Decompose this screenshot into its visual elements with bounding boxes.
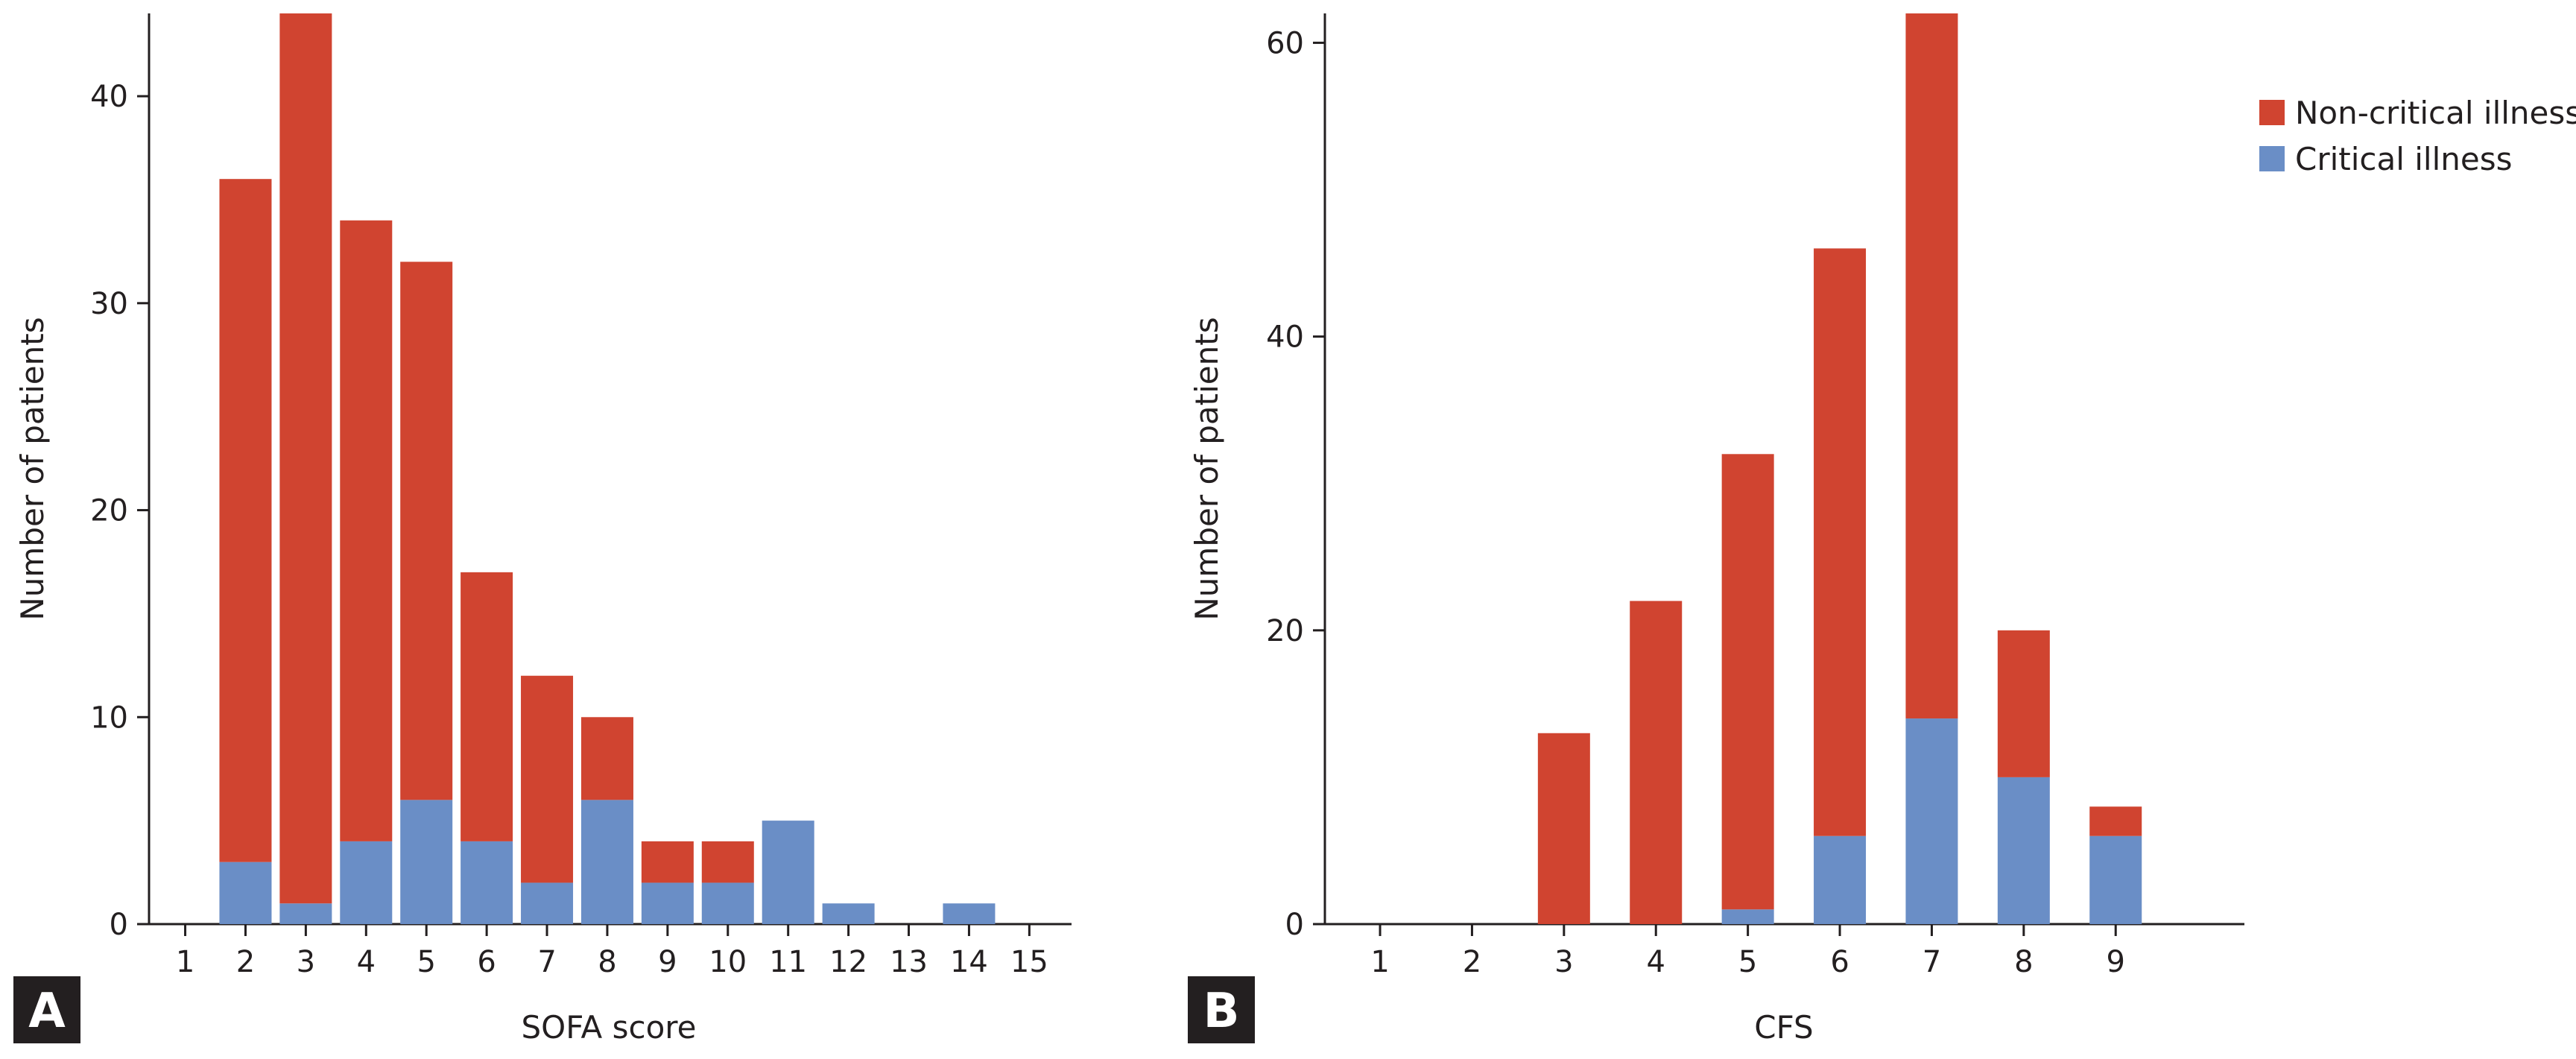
x-tick-label: 7	[537, 945, 556, 979]
x-tick-label: 4	[357, 945, 376, 979]
x-tick-label: 7	[1922, 945, 1941, 979]
panel-label-b: B	[1188, 976, 1255, 1043]
x-tick-label: 3	[297, 945, 315, 979]
bar-critical-2	[219, 862, 272, 924]
y-tick-label: 40	[1266, 320, 1304, 355]
y-tick-label: 0	[110, 908, 128, 942]
panel-badge-a	[13, 976, 80, 1043]
legend-label-non-critical: Non-critical illness	[2295, 95, 2576, 131]
bar-non-critical-4	[340, 220, 393, 841]
x-tick-label: 5	[1738, 945, 1757, 979]
x-tick-label: 2	[236, 945, 255, 979]
chart-panel-b: 0 20 40 60 1 2 3 4 5 6 7 8 9 Number of patients CFS…	[1188, 13, 2244, 1046]
bar-critical-5	[400, 800, 453, 924]
bar-critical-7	[521, 882, 574, 924]
y-tick-label: 60	[1266, 26, 1304, 60]
x-ticks-b: 1 2 3 4 5 6 7 8 9	[1370, 924, 2125, 979]
x-tick-label: 2	[1463, 945, 1481, 979]
bar-non-critical-8	[1997, 630, 2050, 777]
x-ticks-a: 1 2 3 4 5 6 7 8 9 10 11 12 13 14 15	[176, 924, 1048, 979]
bar-critical-10	[701, 882, 754, 924]
x-tick-label: 15	[1010, 945, 1048, 979]
bar-critical-14	[943, 903, 996, 924]
y-axis-title-b: Number of patients	[1189, 317, 1225, 620]
bar-non-critical-9	[2089, 806, 2142, 836]
bar-critical-6	[461, 841, 513, 924]
x-tick-label: 11	[769, 945, 807, 979]
y-tick-label: 20	[1266, 614, 1304, 648]
bars-b	[1537, 13, 2142, 924]
bar-non-critical-7	[1905, 13, 1958, 719]
x-tick-label: 10	[709, 945, 747, 979]
bar-critical-11	[762, 821, 814, 924]
bar-non-critical-3	[1537, 733, 1590, 924]
bar-critical-8	[1997, 777, 2050, 924]
x-tick-label: 13	[890, 945, 928, 979]
x-tick-label: 5	[417, 945, 435, 979]
bar-critical-8	[580, 800, 633, 924]
y-tick-label: 20	[90, 494, 128, 528]
bar-critical-6	[1814, 835, 1867, 924]
bar-non-critical-3	[279, 13, 332, 904]
x-tick-label: 6	[477, 945, 496, 979]
x-tick-label: 4	[1647, 945, 1665, 979]
x-tick-label: 12	[829, 945, 867, 979]
bar-non-critical-4	[1630, 601, 1683, 924]
x-axis-title-a: SOFA score	[522, 1009, 697, 1046]
bar-critical-9	[2089, 835, 2142, 924]
legend-label-critical: Critical illness	[2295, 141, 2512, 177]
legend: Non-critical illness Critical illness	[2259, 95, 2576, 177]
bar-non-critical-2	[219, 179, 272, 862]
legend-swatch-non-critical	[2259, 100, 2285, 125]
x-tick-label: 1	[176, 945, 194, 979]
y-tick-label: 0	[1285, 908, 1304, 942]
panel-letter-a: A	[28, 984, 66, 1039]
legend-swatch-critical	[2259, 146, 2285, 171]
y-tick-label: 30	[90, 287, 128, 321]
x-tick-label: 14	[950, 945, 988, 979]
x-tick-label: 8	[598, 945, 616, 979]
bar-non-critical-6	[1814, 248, 1867, 836]
x-tick-label: 1	[1370, 945, 1389, 979]
y-axis-title-a: Number of patients	[14, 317, 51, 620]
bar-critical-4	[340, 841, 393, 924]
x-tick-label: 8	[2014, 945, 2033, 979]
bar-critical-3	[279, 903, 332, 924]
y-tick-label: 10	[90, 701, 128, 735]
y-ticks-a: 0 10 20 30 40	[90, 80, 149, 942]
x-tick-label: 6	[1830, 945, 1849, 979]
x-tick-label: 9	[2107, 945, 2125, 979]
x-tick-label: 9	[658, 945, 677, 979]
y-tick-label: 40	[90, 80, 128, 114]
bars-a	[219, 13, 996, 924]
bar-critical-7	[1905, 718, 1958, 924]
y-ticks-b: 0 20 40 60	[1266, 26, 1325, 942]
bar-critical-5	[1721, 909, 1774, 924]
bar-non-critical-10	[701, 841, 754, 883]
bar-critical-9	[641, 882, 694, 924]
panel-label-a: A	[13, 976, 80, 1043]
bar-non-critical-6	[461, 572, 513, 841]
bar-non-critical-5	[400, 262, 453, 800]
bar-non-critical-5	[1721, 454, 1774, 910]
bar-non-critical-8	[580, 717, 633, 800]
x-axis-title-b: CFS	[1754, 1009, 1813, 1046]
bar-non-critical-7	[521, 675, 574, 883]
x-tick-label: 3	[1554, 945, 1573, 979]
panel-badge-b	[1188, 976, 1255, 1043]
bar-critical-12	[822, 903, 875, 924]
panel-letter-b: B	[1203, 984, 1240, 1039]
bar-non-critical-9	[641, 841, 694, 883]
